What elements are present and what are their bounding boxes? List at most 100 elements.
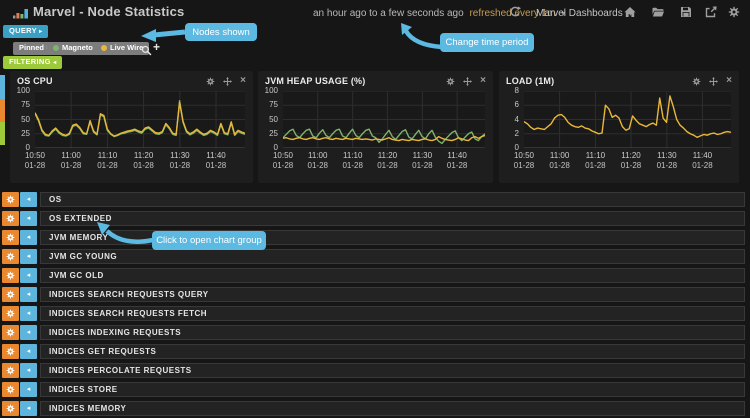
- callout-arrow-change-time: [401, 23, 443, 50]
- row-settings-button[interactable]: [2, 306, 19, 321]
- chart-group-bar[interactable]: JVM GC OLD: [40, 268, 745, 283]
- row-settings-button[interactable]: [2, 249, 19, 264]
- panel-load-1m: LOAD (1M) × 0 2 4 6 8 10:50 01-28 11:00 01-28 11…: [499, 71, 739, 183]
- x-tick-label: 11:40 01-28: [205, 151, 227, 170]
- row-expand-button[interactable]: ◂: [20, 249, 37, 264]
- chart-group-label: INDICES PERCOLATE REQUESTS: [49, 366, 192, 375]
- load-dashboard-folder-icon[interactable]: [652, 6, 664, 22]
- row-tab-orange[interactable]: [0, 99, 5, 122]
- row-expand-button[interactable]: ◂: [20, 382, 37, 397]
- chart-group-row: ◂ INDICES SEARCH REQUESTS QUERY: [0, 287, 750, 302]
- row-expand-button[interactable]: ◂: [20, 287, 37, 302]
- row-settings-button[interactable]: [2, 230, 19, 245]
- panel-move-icon[interactable]: [709, 76, 719, 86]
- row-settings-button[interactable]: [2, 344, 19, 359]
- chart-group-label: INDICES INDEXING REQUESTS: [49, 328, 182, 337]
- chart-group-bar[interactable]: INDICES STORE: [40, 382, 745, 397]
- y-tick-label: 8: [514, 86, 519, 95]
- home-icon[interactable]: [624, 6, 636, 22]
- chart-group-label: INDICES GET REQUESTS: [49, 347, 157, 356]
- chart-group-row: ◂ JVM GC OLD: [0, 268, 750, 283]
- row-expand-button[interactable]: ◂: [20, 268, 37, 283]
- query-toggle-button[interactable]: QUERY ▸: [3, 25, 49, 38]
- chart-group-bar[interactable]: INDICES MEMORY: [40, 401, 745, 416]
- x-tick-label: 11:10 01-28: [97, 151, 118, 170]
- row-settings-button[interactable]: [2, 192, 19, 207]
- row-expand-button[interactable]: ◂: [20, 401, 37, 416]
- chart-group-bar[interactable]: INDICES GET REQUESTS: [40, 344, 745, 359]
- row-settings-button[interactable]: [2, 325, 19, 340]
- chart-group-row: ◂ INDICES GET REQUESTS: [0, 344, 750, 359]
- panel-close-icon[interactable]: ×: [240, 75, 246, 86]
- chart-group-bar[interactable]: JVM GC YOUNG: [40, 249, 745, 264]
- x-tick-label: 10:50 01-28: [24, 151, 46, 170]
- filtering-label: FILTERING: [9, 57, 51, 66]
- row-expand-button[interactable]: ◂: [20, 325, 37, 340]
- row-settings-button[interactable]: [2, 401, 19, 416]
- row-settings-button[interactable]: [2, 211, 19, 226]
- row-settings-button[interactable]: [2, 287, 19, 302]
- chart-group-bar[interactable]: INDICES INDEXING REQUESTS: [40, 325, 745, 340]
- x-tick-label: 11:10 01-28: [585, 151, 606, 170]
- y-tick-label: 100: [16, 86, 30, 95]
- panel-configure-gear-icon[interactable]: [692, 77, 701, 86]
- node-tag-magneto[interactable]: Magneto: [47, 42, 99, 55]
- y-tick-label: 50: [269, 114, 278, 124]
- dashboards-menu[interactable]: Marvel Dashboards ▾: [536, 8, 633, 19]
- page-title: Marvel - Node Statistics: [33, 4, 185, 19]
- node-tag-live-wire[interactable]: Live Wire: [95, 42, 150, 55]
- chart-group-label: OS: [49, 195, 62, 204]
- chart-group-row: ◂ INDICES STORE: [0, 382, 750, 397]
- row-settings-button[interactable]: [2, 363, 19, 378]
- panel-close-icon[interactable]: ×: [726, 75, 732, 86]
- panel-close-icon[interactable]: ×: [480, 75, 486, 86]
- gear-icon: [6, 404, 15, 413]
- panel-move-icon[interactable]: [463, 76, 473, 86]
- row-expand-button[interactable]: ◂: [20, 211, 37, 226]
- time-range-text[interactable]: an hour ago to a few seconds ago: [313, 8, 464, 19]
- refresh-icon[interactable]: [509, 6, 521, 22]
- row-expand-button[interactable]: ◂: [20, 363, 37, 378]
- refresh-interval-link[interactable]: refreshed every 1m: [469, 8, 556, 19]
- row-tab-green[interactable]: [0, 122, 5, 145]
- share-icon[interactable]: [705, 6, 717, 22]
- y-tick-label: 6: [514, 100, 519, 110]
- callout-arrow-open-group: [97, 222, 154, 244]
- panel-header: OS CPU ×: [10, 71, 253, 88]
- row-expand-button[interactable]: ◂: [20, 192, 37, 207]
- panel-header: JVM HEAP USAGE (%) ×: [258, 71, 493, 88]
- caret-left-icon: ◂: [26, 367, 31, 374]
- chart-group-bar[interactable]: INDICES PERCOLATE REQUESTS: [40, 363, 745, 378]
- row-tab-blue[interactable]: [0, 75, 5, 99]
- time-picker[interactable]: an hour ago to a few seconds ago refresh…: [313, 8, 565, 19]
- search-icon[interactable]: [141, 43, 152, 61]
- row-settings-button[interactable]: [2, 382, 19, 397]
- caret-left-icon: ◂: [26, 253, 31, 260]
- chart-group-bar[interactable]: INDICES SEARCH REQUESTS QUERY: [40, 287, 745, 302]
- row-expand-button[interactable]: ◂: [20, 306, 37, 321]
- x-axis: 10:50 01-28 11:00 01-28 11:10 01-28 11:20 01-28…: [514, 151, 731, 175]
- panel-configure-gear-icon[interactable]: [446, 77, 455, 86]
- x-tick-label: 11:00 01-28: [549, 151, 570, 170]
- row-settings-button[interactable]: [2, 268, 19, 283]
- marvel-logo-icon: [13, 5, 30, 24]
- chart-group-bar[interactable]: OS EXTENDED: [40, 211, 745, 226]
- chart-group-bar[interactable]: INDICES SEARCH REQUESTS FETCH: [40, 306, 745, 321]
- chart-canvas: [524, 91, 731, 148]
- chart-group-label: INDICES SEARCH REQUESTS FETCH: [49, 309, 208, 318]
- add-query-plus-icon[interactable]: +: [153, 40, 161, 54]
- panel-configure-gear-icon[interactable]: [206, 77, 215, 86]
- panel-move-icon[interactable]: [223, 76, 233, 86]
- gear-icon: [6, 309, 15, 318]
- save-dashboard-icon[interactable]: [680, 6, 692, 22]
- caret-left-icon: ◂: [53, 60, 57, 66]
- configure-dashboard-gear-icon[interactable]: [728, 6, 740, 22]
- filtering-toggle-button[interactable]: FILTERING ◂: [3, 56, 63, 69]
- chart-group-row: ◂ OS EXTENDED: [0, 211, 750, 226]
- row-expand-button[interactable]: ◂: [20, 344, 37, 359]
- row-expand-button[interactable]: ◂: [20, 230, 37, 245]
- x-tick-label: 11:10 01-28: [342, 151, 363, 170]
- y-axis: 0 25 50 75 100: [17, 87, 33, 152]
- caret-left-icon: ◂: [26, 291, 31, 298]
- chart-group-bar[interactable]: OS: [40, 192, 745, 207]
